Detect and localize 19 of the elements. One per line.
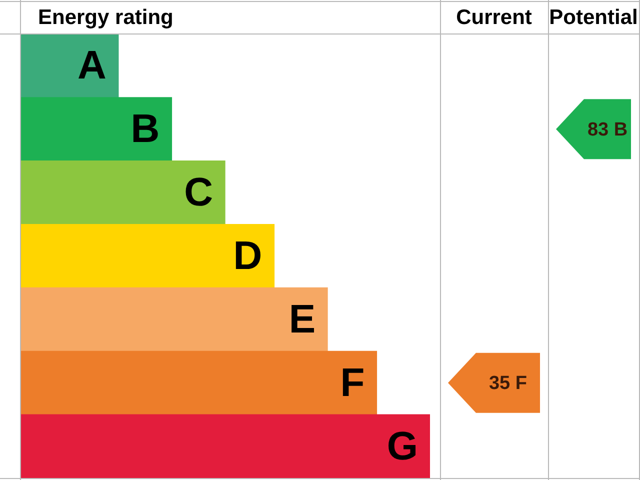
chart-title: Energy rating: [38, 6, 174, 29]
bar: [20, 160, 226, 225]
y-tick-label: A: [78, 44, 106, 88]
y-tick-label: E: [288, 297, 316, 342]
y-tick-label: C: [184, 170, 213, 215]
bar: [20, 34, 119, 98]
bar: [20, 97, 172, 162]
text: 83 B: [587, 119, 628, 140]
y-tick-label: G: [386, 424, 418, 468]
bar: [20, 414, 430, 478]
bar: [20, 287, 328, 352]
bar: [20, 224, 275, 288]
y-tick-label: B: [130, 107, 160, 152]
text: 35 F: [488, 373, 528, 394]
text: Potential: [549, 6, 638, 29]
y-tick-label: D: [233, 234, 262, 278]
y-tick-label: F: [340, 360, 365, 405]
bar: [20, 350, 378, 415]
text: Current: [456, 6, 532, 29]
